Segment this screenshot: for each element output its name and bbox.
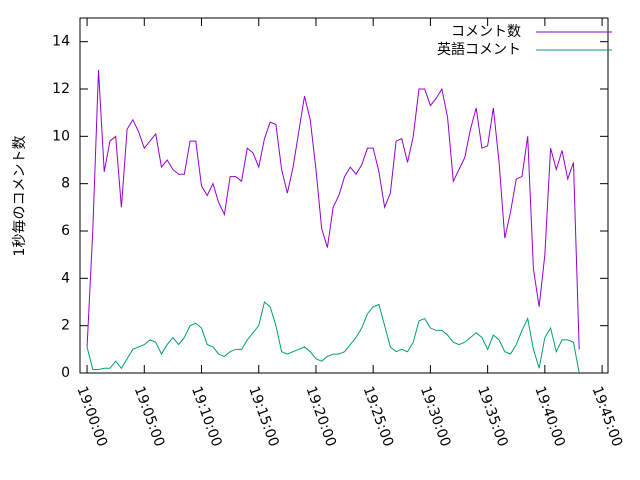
y-tick-label: 6 bbox=[61, 223, 70, 239]
y-tick-label: 4 bbox=[61, 270, 70, 286]
x-tick-label: 19:45:00 bbox=[589, 384, 626, 449]
y-tick-label: 0 bbox=[61, 365, 70, 381]
y-tick-label: 14 bbox=[52, 34, 70, 50]
y-tick-label: 8 bbox=[61, 176, 70, 192]
y-tick-label: 2 bbox=[61, 318, 70, 334]
series-line bbox=[86, 301, 580, 374]
x-tick-label: 19:05:00 bbox=[131, 384, 168, 449]
x-tick-label: 19:20:00 bbox=[302, 384, 339, 449]
legend-label: 英語コメント bbox=[437, 41, 521, 58]
legend-label: コメント数 bbox=[451, 24, 521, 40]
x-tick-label: 19:10:00 bbox=[188, 384, 225, 449]
y-tick-label: 12 bbox=[52, 81, 70, 97]
series-line bbox=[86, 70, 580, 350]
x-tick-label: 19:40:00 bbox=[531, 384, 568, 449]
y-axis-label: 1秒毎のコメント数 bbox=[12, 136, 28, 257]
x-tick-label: 19:15:00 bbox=[245, 384, 282, 449]
x-tick-label: 19:30:00 bbox=[417, 384, 454, 449]
plot-border bbox=[79, 17, 609, 374]
x-tick-label: 19:00:00 bbox=[74, 384, 111, 449]
x-tick-label: 19:25:00 bbox=[360, 384, 397, 449]
x-tick-label: 19:35:00 bbox=[474, 384, 511, 449]
y-tick-label: 10 bbox=[52, 128, 70, 144]
